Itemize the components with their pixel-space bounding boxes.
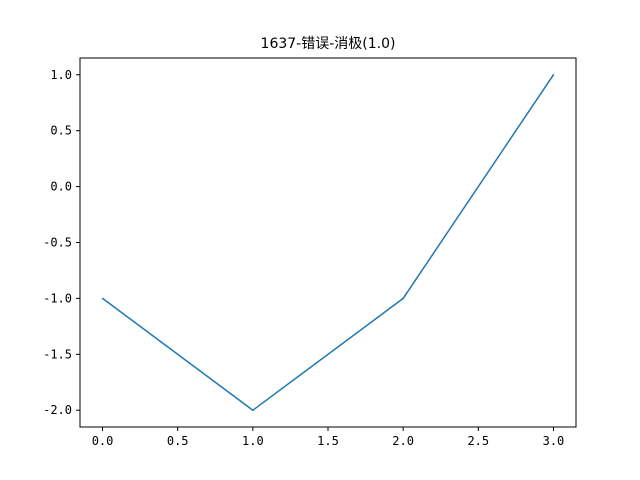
x-tick-label: 2.0 <box>392 434 414 448</box>
series-layer <box>101 73 555 412</box>
x-tick-label: 1.5 <box>317 434 339 448</box>
y-tick-label: -0.5 <box>43 236 72 250</box>
data-point <box>552 73 555 76</box>
y-tick-label: -1.5 <box>43 347 72 361</box>
y-tick-label: -1.0 <box>43 291 72 305</box>
y-tick-label: 1.0 <box>50 68 72 82</box>
y-axis: 1.0 0.5 0.0 -0.5 -1.0 -1.5 -2.0 <box>43 68 80 417</box>
y-tick-label: 0.5 <box>50 124 72 138</box>
x-axis: 0.0 0.5 1.0 1.5 2.0 2.5 3.0 <box>92 427 565 448</box>
y-tick-label: 0.0 <box>50 180 72 194</box>
x-tick-label: 2.5 <box>467 434 489 448</box>
y-tick-label: -2.0 <box>43 403 72 417</box>
series-line <box>102 74 555 411</box>
chart-title: 1637-错误-消极(1.0) <box>261 36 396 52</box>
x-tick-label: 3.0 <box>543 434 565 448</box>
data-point <box>101 297 104 300</box>
data-point <box>402 297 404 300</box>
x-tick-label: 0.5 <box>167 434 189 448</box>
x-tick-label: 0.0 <box>92 434 114 448</box>
x-tick-label: 1.0 <box>242 434 264 448</box>
data-point <box>252 409 254 412</box>
